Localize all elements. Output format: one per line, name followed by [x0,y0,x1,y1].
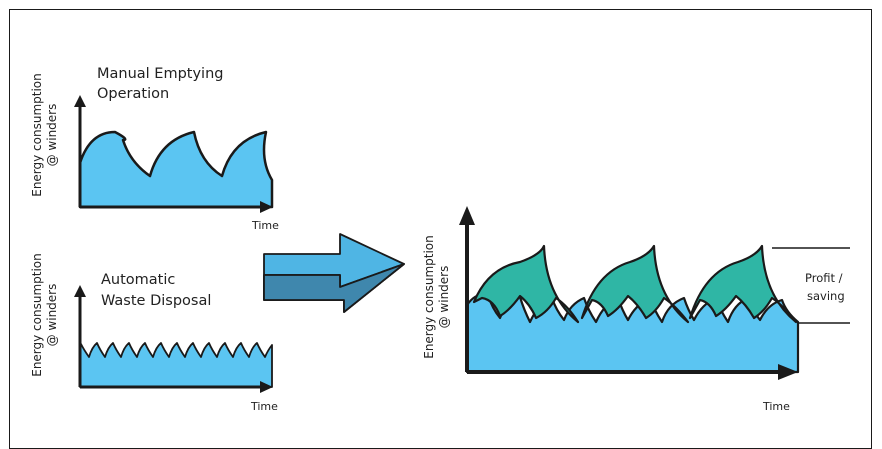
comparison-chart-ylabel: Energy consumption @ winders [422,227,452,367]
automatic-chart-title-line1: Automatic [101,272,176,288]
comparison-ylabel-line2: @ winders [437,265,451,329]
automatic-y-arrowhead [74,285,86,297]
saving-annotation-line1: Profit / [805,271,843,285]
manual-chart-title-line1: Manual Emptying [97,66,224,82]
comparison-x-arrowhead [778,364,798,380]
diagram-canvas: Manual Emptying Operation Energy consump… [9,9,872,449]
saving-annotation-line2: saving [807,289,845,303]
automatic-chart-title-line2: Waste Disposal [101,293,212,309]
diagram-graphics [74,95,850,393]
comparison-peak-2 [580,244,690,324]
automatic-ylabel-line1: Energy consumption [30,253,44,377]
comparison-chart [459,206,850,380]
manual-chart-ylabel: Energy consumption @ winders [30,65,60,205]
manual-chart-title-line2: Operation [97,86,170,102]
comparison-ylabel-line1: Energy consumption [422,235,436,359]
automatic-disposal-chart [74,285,273,393]
comparison-peak-3 [688,244,798,324]
comparison-peak-1 [472,244,580,324]
manual-y-arrowhead [74,95,86,107]
manual-emptying-area [78,130,274,209]
automatic-chart-ylabel: Energy consumption @ winders [30,245,60,385]
manual-ylabel-line2: @ winders [45,103,59,167]
comparison-chart-xlabel: Time [763,400,790,413]
manual-emptying-chart [74,95,274,213]
comparison-y-arrowhead [459,206,475,225]
block-arrow-right-icon [263,233,405,313]
manual-x-arrowhead [260,201,273,213]
automatic-ylabel-line2: @ winders [45,283,59,347]
manual-chart-xlabel: Time [252,219,279,232]
automatic-chart-xlabel: Time [251,400,278,413]
manual-ylabel-line1: Energy consumption [30,73,44,197]
block-arrow-bottom [263,263,405,313]
automatic-x-arrowhead [260,381,273,393]
automatic-disposal-area [79,342,273,388]
